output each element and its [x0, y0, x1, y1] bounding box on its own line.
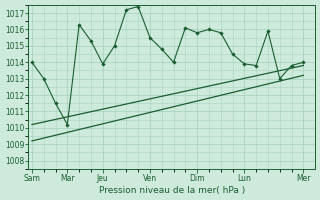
X-axis label: Pression niveau de la mer( hPa ): Pression niveau de la mer( hPa ) [99, 186, 245, 195]
